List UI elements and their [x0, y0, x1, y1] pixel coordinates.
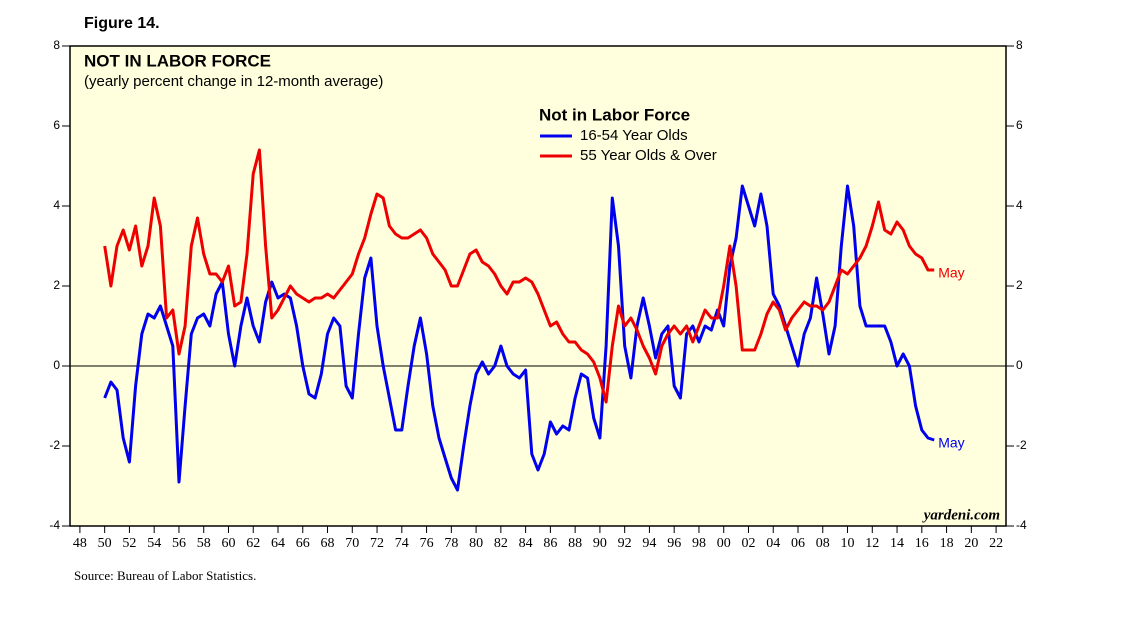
- x-tick-label: 64: [271, 536, 285, 551]
- x-tick-label: 66: [296, 536, 310, 551]
- x-tick-label: 86: [543, 536, 557, 551]
- x-tick-label: 96: [667, 536, 681, 551]
- x-tick-label: 98: [692, 536, 706, 551]
- x-tick-label: 68: [321, 536, 335, 551]
- plot-area: [69, 45, 1007, 527]
- x-tick-label: 54: [147, 536, 161, 551]
- x-tick-label: 22: [989, 536, 1003, 551]
- x-tick-label: 06: [791, 536, 805, 551]
- x-tick-label: 62: [246, 536, 260, 551]
- x-tick-label: 94: [642, 536, 656, 551]
- x-tick-label: 50: [98, 536, 112, 551]
- x-tick-label: 00: [717, 536, 731, 551]
- y-tick-label: -4: [49, 518, 60, 532]
- x-tick-label: 04: [766, 536, 780, 551]
- x-tick-label: 72: [370, 536, 384, 551]
- y-tick-label: 0: [53, 358, 60, 372]
- annotation: May: [938, 435, 964, 451]
- x-tick-label: 78: [444, 536, 458, 551]
- y-tick-label-right: 8: [1016, 38, 1023, 52]
- y-tick-label-right: -2: [1016, 438, 1027, 452]
- y-tick-label-right: 2: [1016, 278, 1023, 292]
- y-tick-label: -2: [49, 438, 60, 452]
- x-tick-label: 76: [420, 536, 434, 551]
- chart-subtitle: (yearly percent change in 12-month avera…: [84, 73, 383, 90]
- y-tick-label: 6: [53, 118, 60, 132]
- y-tick-label-right: 6: [1016, 118, 1023, 132]
- x-tick-label: 82: [494, 536, 508, 551]
- x-tick-label: 16: [915, 536, 929, 551]
- x-tick-label: 90: [593, 536, 607, 551]
- y-tick-label-right: -4: [1016, 518, 1027, 532]
- legend-title: Not in Labor Force: [539, 105, 690, 124]
- y-tick-label: 4: [53, 198, 60, 212]
- x-tick-label: 88: [568, 536, 582, 551]
- x-tick-label: 70: [345, 536, 359, 551]
- x-tick-label: 08: [816, 536, 830, 551]
- chart-title: NOT IN LABOR FORCE: [84, 51, 271, 70]
- x-tick-label: 52: [122, 536, 136, 551]
- x-tick-label: 60: [221, 536, 235, 551]
- x-tick-label: 10: [841, 536, 855, 551]
- x-tick-label: 12: [865, 536, 879, 551]
- x-tick-label: 58: [197, 536, 211, 551]
- source: Source: Bureau of Labor Statistics.: [74, 568, 256, 583]
- x-tick-label: 80: [469, 536, 483, 551]
- legend-label: 16-54 Year Olds: [580, 127, 688, 144]
- x-tick-label: 02: [741, 536, 755, 551]
- y-tick-label-right: 0: [1016, 358, 1023, 372]
- x-tick-label: 20: [964, 536, 978, 551]
- x-tick-label: 14: [890, 536, 904, 551]
- x-tick-label: 92: [618, 536, 632, 551]
- series-line: [103, 148, 935, 404]
- watermark: yardeni.com: [922, 507, 1000, 523]
- x-tick-label: 48: [73, 536, 87, 551]
- x-tick-label: 18: [940, 536, 954, 551]
- y-tick-label: 2: [53, 278, 60, 292]
- x-tick-label: 84: [519, 536, 533, 551]
- y-tick-label-right: 4: [1016, 198, 1023, 212]
- series-line: [103, 184, 935, 492]
- legend-label: 55 Year Olds & Over: [580, 147, 717, 164]
- x-tick-label: 74: [395, 536, 409, 551]
- annotation: May: [938, 265, 964, 281]
- x-tick-label: 56: [172, 536, 186, 551]
- y-tick-label: 8: [53, 38, 60, 52]
- figure-label: Figure 14.: [84, 15, 160, 32]
